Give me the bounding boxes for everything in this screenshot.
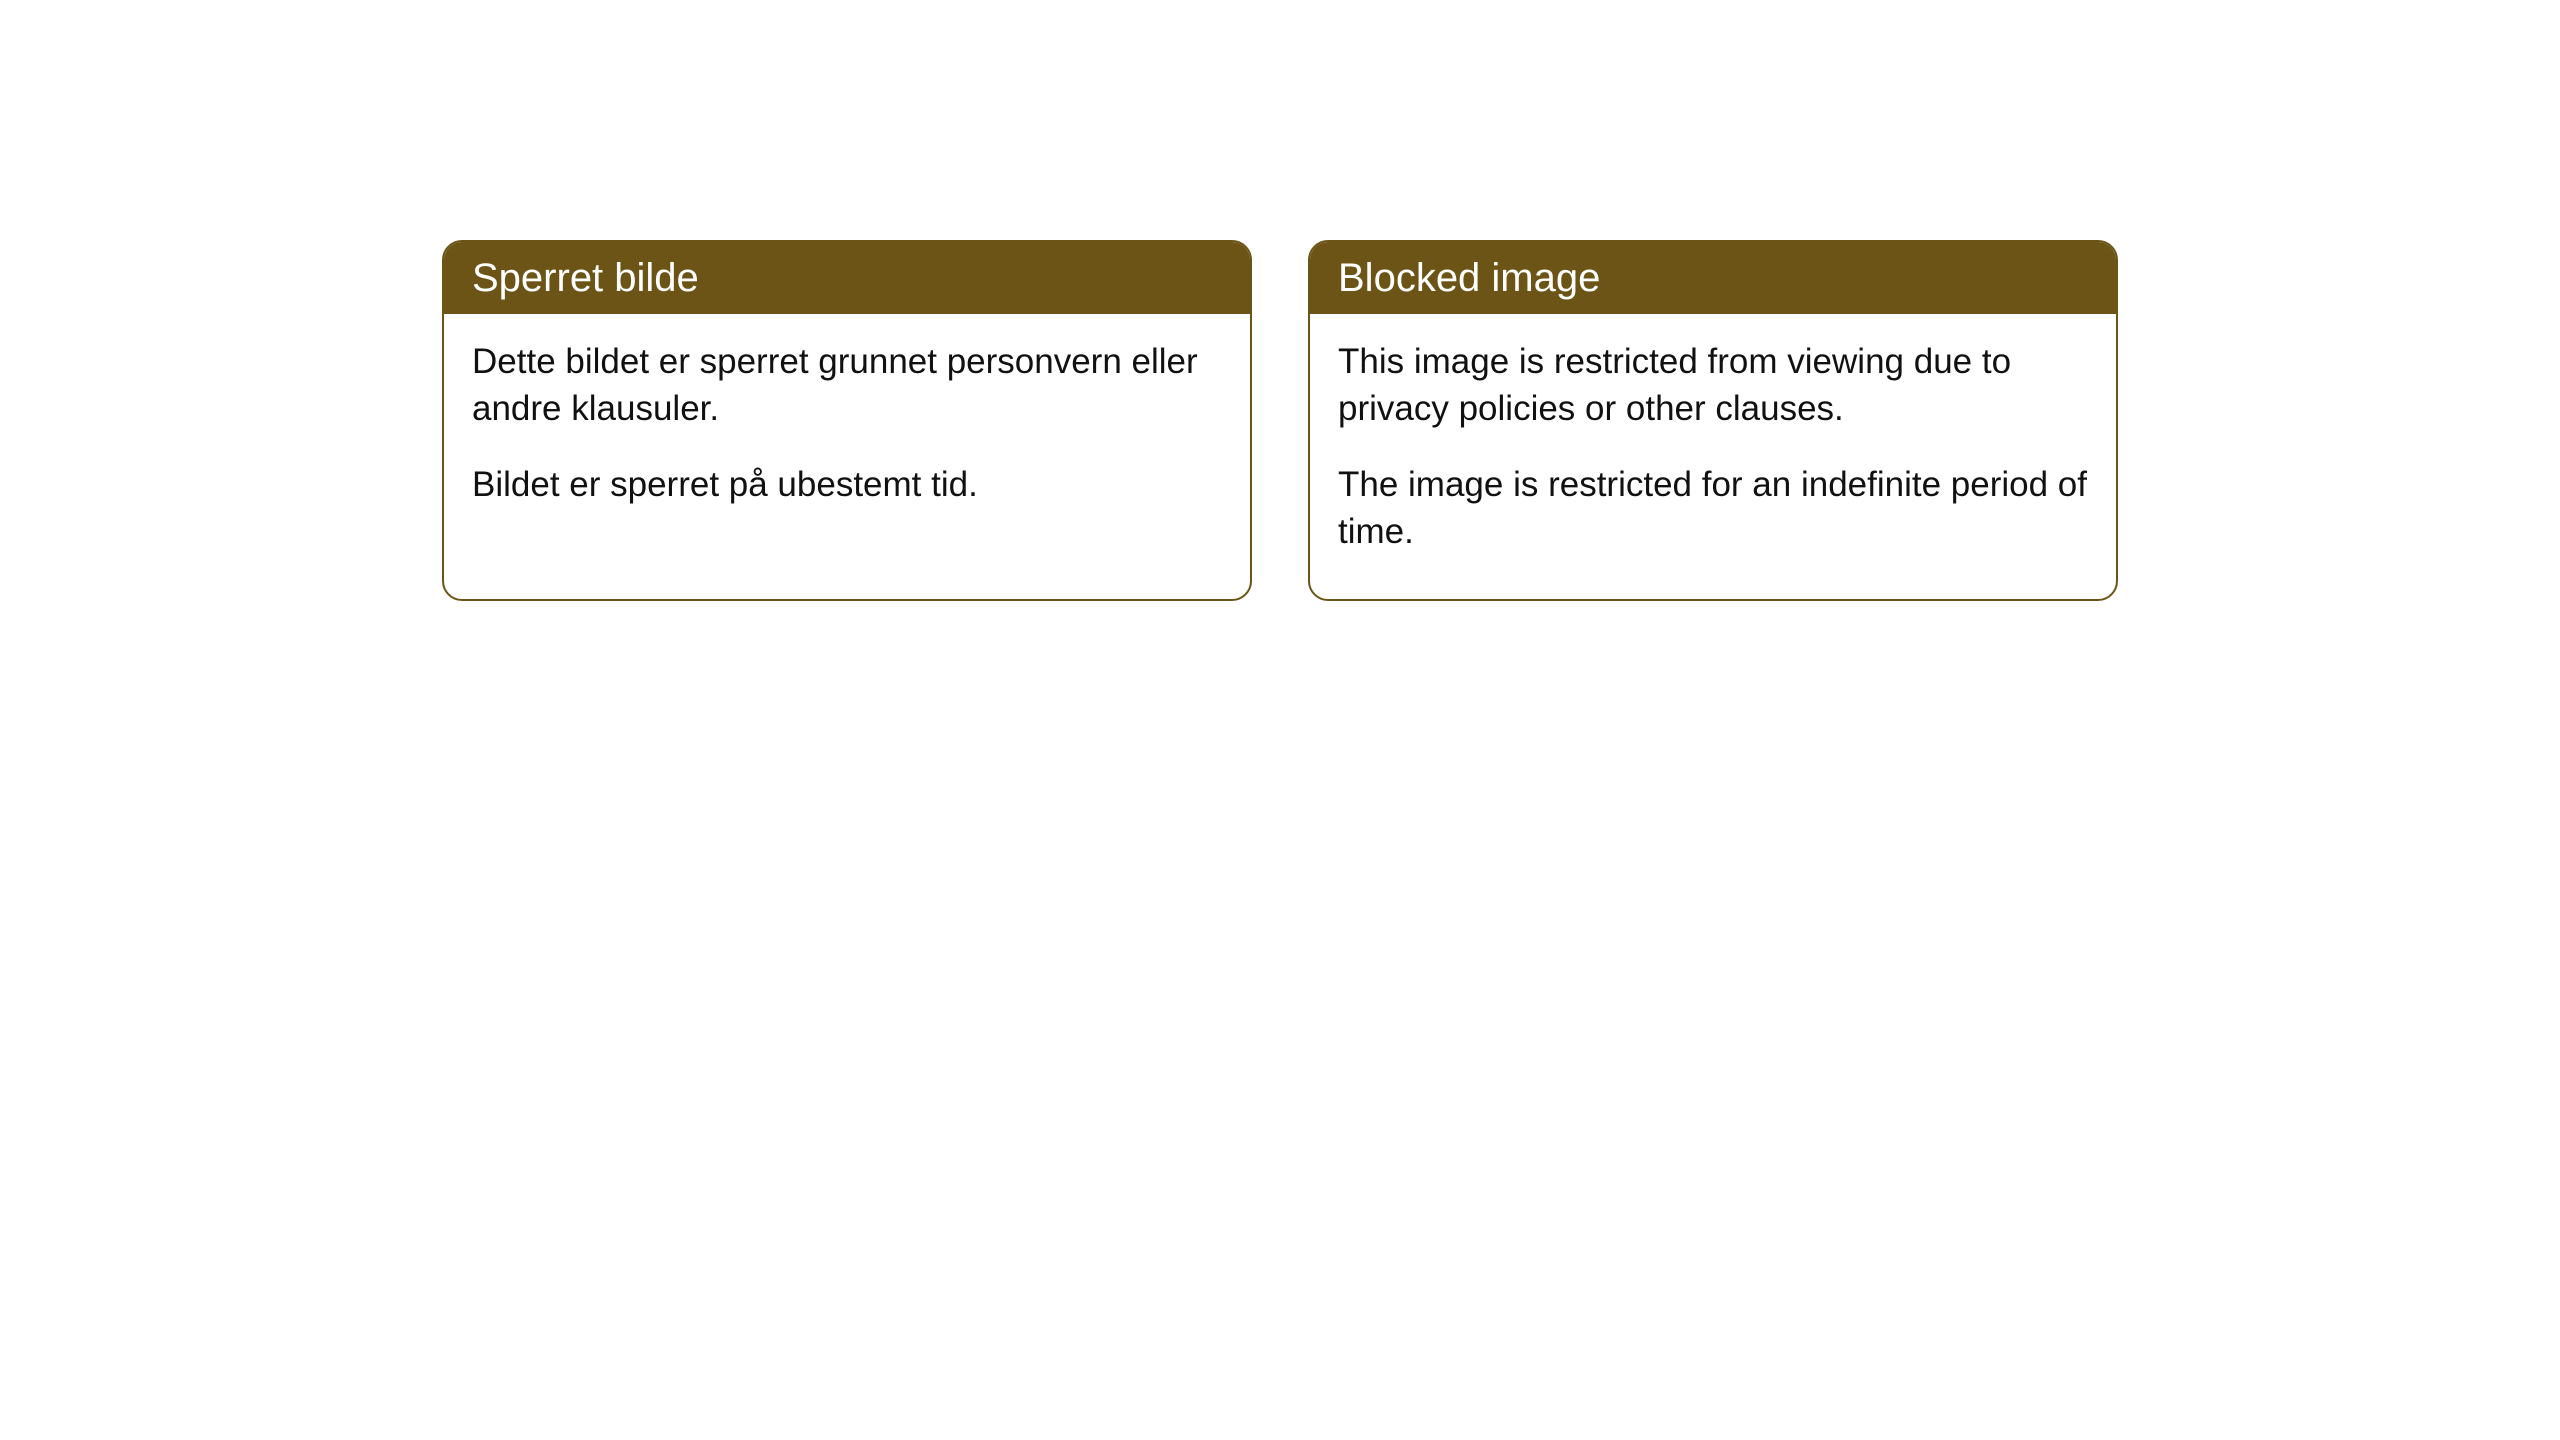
notice-card-english: Blocked image This image is restricted f…: [1308, 240, 2118, 601]
notice-paragraph: Bildet er sperret på ubestemt tid.: [472, 461, 1222, 508]
notice-card-title: Sperret bilde: [444, 242, 1250, 314]
notice-paragraph: The image is restricted for an indefinit…: [1338, 461, 2088, 556]
notice-card-body: This image is restricted from viewing du…: [1310, 314, 2116, 599]
notice-card-body: Dette bildet er sperret grunnet personve…: [444, 314, 1250, 552]
notice-paragraph: This image is restricted from viewing du…: [1338, 338, 2088, 433]
notice-card-norwegian: Sperret bilde Dette bildet er sperret gr…: [442, 240, 1252, 601]
notice-card-title: Blocked image: [1310, 242, 2116, 314]
notice-cards-container: Sperret bilde Dette bildet er sperret gr…: [0, 240, 2560, 601]
notice-paragraph: Dette bildet er sperret grunnet personve…: [472, 338, 1222, 433]
